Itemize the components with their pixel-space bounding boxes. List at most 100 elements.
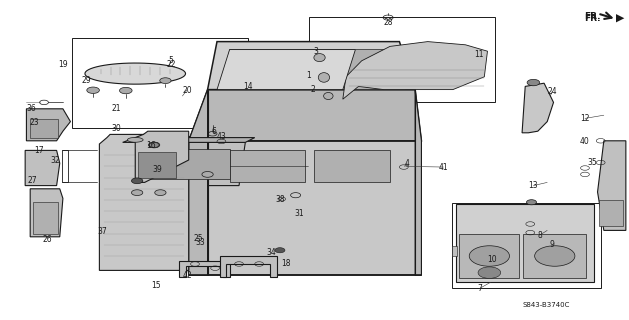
- Circle shape: [469, 246, 509, 266]
- Circle shape: [155, 190, 166, 196]
- Text: S843-B3740C: S843-B3740C: [522, 302, 570, 308]
- Polygon shape: [123, 138, 255, 142]
- Polygon shape: [123, 142, 245, 186]
- Ellipse shape: [318, 73, 330, 82]
- Polygon shape: [220, 256, 277, 277]
- Bar: [138, 152, 176, 178]
- Polygon shape: [179, 261, 230, 277]
- Bar: [456, 204, 594, 282]
- Text: 7: 7: [477, 284, 482, 293]
- Text: 21: 21: [111, 104, 121, 113]
- Bar: [230, 150, 305, 182]
- Text: 33: 33: [195, 238, 205, 247]
- Text: 1: 1: [306, 71, 311, 80]
- Text: 40: 40: [580, 137, 590, 146]
- Circle shape: [131, 178, 143, 184]
- Text: 11: 11: [474, 50, 484, 59]
- Polygon shape: [217, 50, 355, 90]
- Text: 12: 12: [580, 114, 590, 123]
- Bar: [33, 202, 58, 234]
- Text: 38: 38: [275, 195, 285, 204]
- Polygon shape: [85, 63, 186, 84]
- Text: 43: 43: [216, 132, 226, 140]
- Bar: [30, 119, 58, 138]
- Polygon shape: [415, 90, 421, 275]
- Text: 3: 3: [313, 47, 318, 56]
- Text: 30: 30: [111, 124, 121, 133]
- Text: 18: 18: [281, 259, 291, 268]
- Circle shape: [535, 246, 575, 266]
- Ellipse shape: [324, 92, 333, 100]
- Text: 22: 22: [166, 60, 176, 68]
- Circle shape: [160, 78, 171, 84]
- Text: 9: 9: [550, 240, 555, 249]
- Text: 35: 35: [587, 158, 598, 167]
- Text: 39: 39: [152, 165, 162, 174]
- Polygon shape: [189, 141, 421, 275]
- Circle shape: [87, 87, 99, 93]
- Text: 2: 2: [311, 85, 316, 94]
- Text: 13: 13: [528, 181, 538, 190]
- Text: FR.: FR.: [584, 14, 601, 23]
- Text: 32: 32: [50, 156, 60, 165]
- Text: 24: 24: [547, 87, 557, 96]
- Text: 6: 6: [211, 127, 216, 136]
- Polygon shape: [343, 42, 487, 99]
- Bar: [452, 246, 457, 256]
- Circle shape: [275, 248, 285, 253]
- Circle shape: [478, 267, 501, 278]
- Text: 15: 15: [151, 281, 161, 290]
- Text: 20: 20: [182, 86, 192, 95]
- Polygon shape: [522, 83, 554, 133]
- Text: 29: 29: [82, 76, 92, 84]
- Text: 25: 25: [193, 234, 203, 243]
- Text: 28: 28: [383, 18, 393, 27]
- Circle shape: [149, 142, 159, 148]
- Bar: [135, 149, 230, 179]
- Text: 34: 34: [267, 248, 277, 257]
- Text: 17: 17: [34, 146, 44, 155]
- Ellipse shape: [127, 138, 143, 142]
- Text: 41: 41: [438, 163, 448, 172]
- Text: 26: 26: [42, 236, 52, 244]
- Polygon shape: [598, 141, 626, 230]
- Circle shape: [120, 87, 132, 94]
- Text: 19: 19: [58, 60, 68, 68]
- Polygon shape: [99, 134, 189, 270]
- Text: 4: 4: [404, 159, 409, 168]
- Circle shape: [202, 172, 213, 177]
- Circle shape: [526, 200, 537, 205]
- Text: 37: 37: [97, 228, 107, 236]
- Bar: [459, 234, 519, 278]
- Polygon shape: [135, 131, 189, 182]
- Bar: [599, 200, 623, 226]
- Text: 14: 14: [243, 82, 253, 91]
- Bar: [112, 136, 260, 200]
- Polygon shape: [25, 150, 60, 186]
- Text: 16: 16: [146, 141, 156, 150]
- Bar: [523, 234, 586, 278]
- Polygon shape: [30, 189, 63, 237]
- Circle shape: [131, 190, 143, 196]
- Ellipse shape: [314, 54, 325, 62]
- Text: 31: 31: [294, 209, 304, 218]
- Text: FR.: FR.: [584, 12, 601, 20]
- Text: 23: 23: [30, 118, 40, 127]
- Text: 27: 27: [28, 176, 38, 185]
- Text: 8: 8: [537, 231, 542, 240]
- Polygon shape: [189, 90, 421, 141]
- Circle shape: [148, 142, 160, 148]
- Bar: [452, 203, 601, 288]
- Text: 5: 5: [169, 56, 174, 65]
- Polygon shape: [26, 109, 70, 141]
- Polygon shape: [208, 42, 415, 90]
- Text: 42: 42: [182, 271, 192, 280]
- Polygon shape: [189, 90, 208, 275]
- Bar: [72, 38, 248, 128]
- Text: 36: 36: [26, 104, 36, 113]
- Circle shape: [527, 79, 540, 86]
- Bar: [62, 150, 68, 182]
- Bar: [314, 150, 390, 182]
- Bar: [309, 17, 495, 102]
- Polygon shape: [223, 50, 406, 90]
